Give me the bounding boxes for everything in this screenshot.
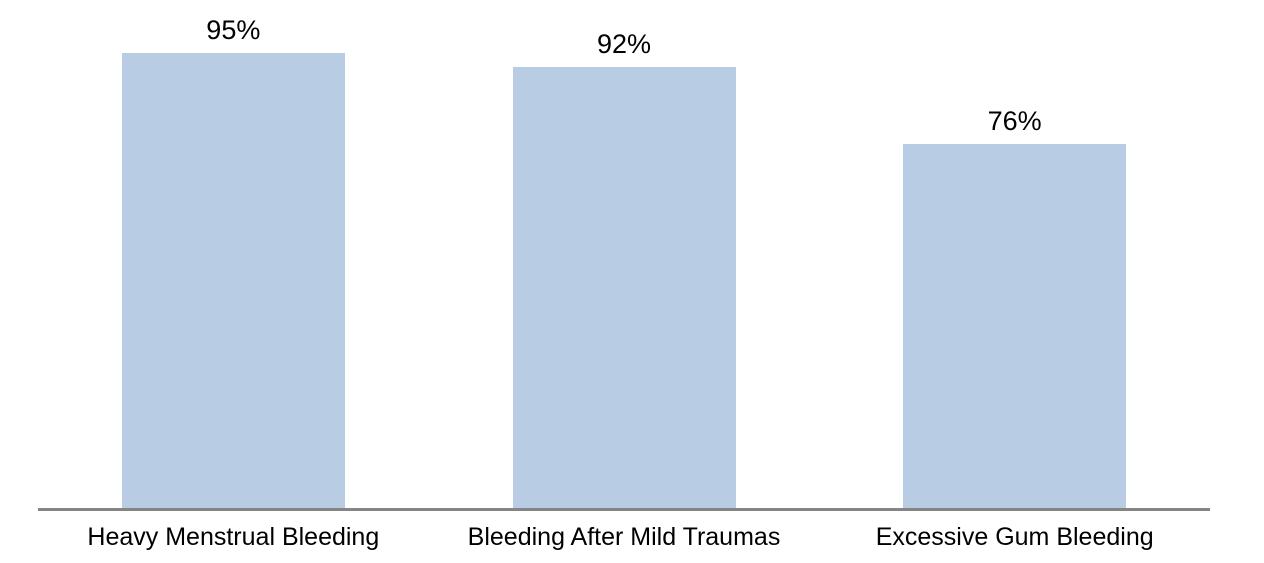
bar-bleeding-after-mild-traumas: 92% bbox=[512, 31, 736, 509]
x-axis-line bbox=[38, 508, 1210, 511]
category-slot-excessive-gum-bleeding: 76% bbox=[819, 29, 1210, 509]
plot-area: 95% 92% 76% bbox=[38, 17, 1210, 509]
bar-excessive-gum-bleeding: 76% bbox=[903, 108, 1127, 509]
x-axis-labels-row: Heavy Menstrual Bleeding Bleeding After … bbox=[38, 521, 1210, 554]
data-label-excessive-gum-bleeding: 76% bbox=[987, 106, 1042, 137]
x-axis-label-excessive-gum-bleeding: Excessive Gum Bleeding bbox=[875, 523, 1154, 551]
x-axis-label-bleeding-after-mild-traumas: Bleeding After Mild Traumas bbox=[467, 523, 781, 551]
category-slot-bleeding-after-mild-traumas: 92% bbox=[429, 29, 820, 509]
x-axis-label-heavy-menstrual-bleeding: Heavy Menstrual Bleeding bbox=[87, 523, 380, 551]
bar-heavy-menstrual-bleeding: 95% bbox=[121, 17, 345, 509]
category-slot-heavy-menstrual-bleeding: 95% bbox=[38, 17, 429, 509]
data-label-bleeding-after-mild-traumas: 92% bbox=[596, 29, 652, 60]
data-label-heavy-menstrual-bleeding: 95% bbox=[206, 15, 261, 45]
